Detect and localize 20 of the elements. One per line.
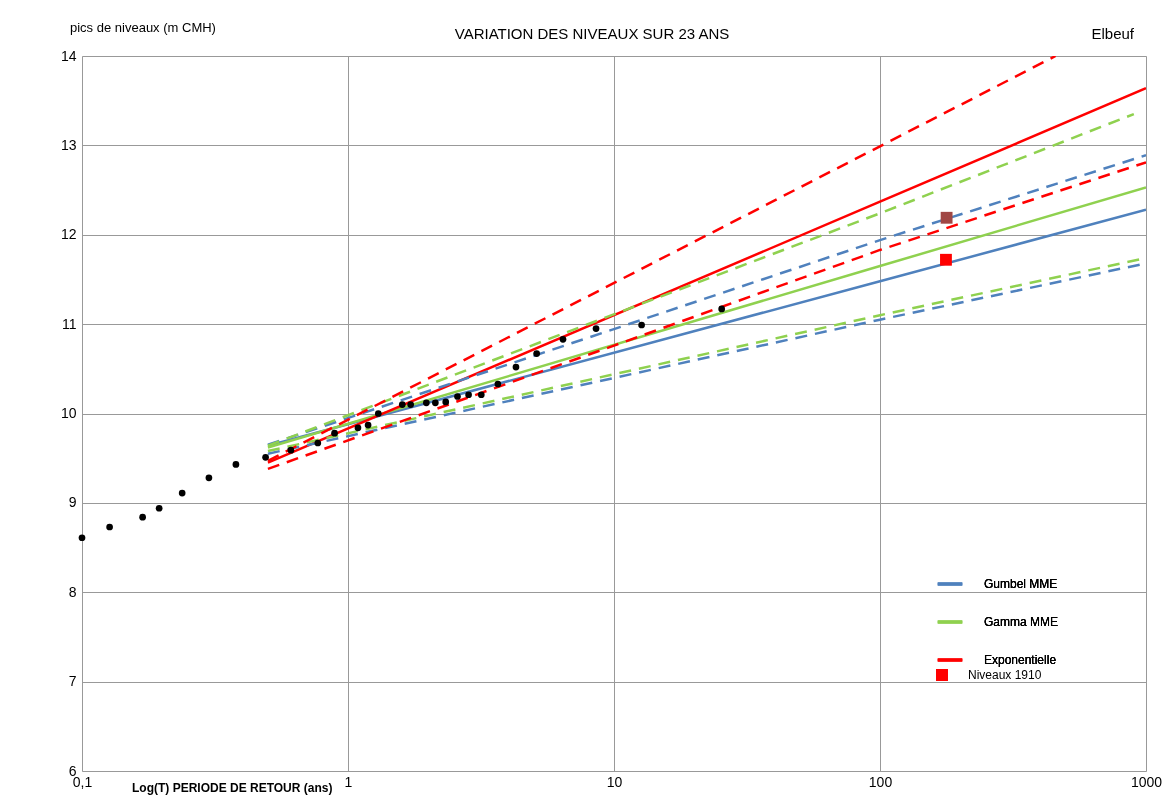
x-tick-label: 100 bbox=[868, 773, 893, 790]
x-tick-label: 1 bbox=[344, 773, 353, 790]
y-tick-label: 11 bbox=[61, 315, 77, 332]
chart-title: VARIATION DES NIVEAUX SUR 23 ANS bbox=[454, 25, 730, 42]
y-tick-label: 12 bbox=[60, 226, 77, 243]
text: Elbeuf bbox=[1091, 25, 1135, 42]
y-tick-label: 9 bbox=[68, 494, 77, 511]
legend-label: Gamma MME bbox=[984, 615, 1059, 629]
x-axis-title: Log(T) PERIODE DE RETOUR (ans) bbox=[132, 781, 333, 795]
y-tick-label: 7 bbox=[68, 673, 77, 690]
legend-label: Exponentielle bbox=[984, 653, 1057, 667]
y-tick-label: 13 bbox=[60, 136, 77, 153]
y-tick-label: 8 bbox=[68, 583, 77, 600]
y-tick-label: 10 bbox=[60, 405, 77, 421]
y-tick-label: 14 bbox=[60, 47, 77, 64]
y-axis-title: pics de niveaux (m CMH) bbox=[70, 20, 216, 35]
x-tick-label: 1000 bbox=[1130, 773, 1163, 790]
legend-label: Gumbel MME bbox=[984, 577, 1058, 591]
x-tick-label: 10 bbox=[606, 773, 623, 790]
legend-label: Niveaux 1910 bbox=[968, 668, 1042, 682]
